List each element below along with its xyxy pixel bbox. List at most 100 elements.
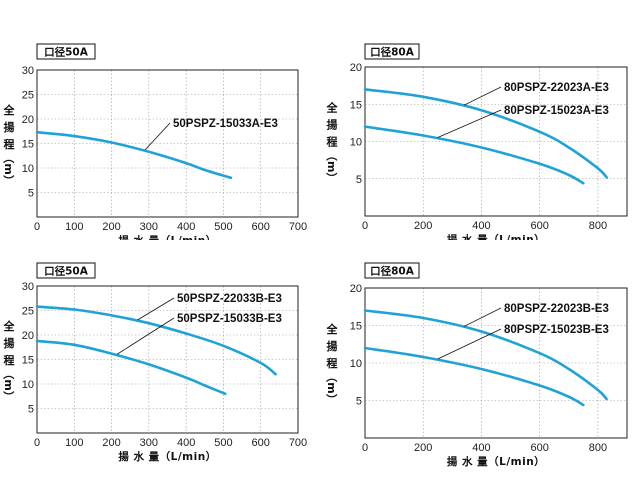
plot-frame (364, 287, 628, 439)
y-axis-label-char: 全 (326, 322, 339, 336)
series-leader-line (463, 86, 502, 106)
y-axis-label-char: 程 (327, 356, 338, 370)
x-tick-label: 500 (214, 221, 232, 233)
y-axis-label-char: 程 (4, 353, 15, 367)
chart-panel-3: 口径50A 0 100 200 300 400 500 600 700 5 10 15 20 25 30 揚 … (0, 240, 320, 480)
series-line (363, 88, 608, 179)
series-line (35, 130, 233, 180)
x-tick-label: 600 (530, 442, 548, 454)
y-tick-label: 5 (356, 174, 362, 186)
chart-80a-a: 口径80A 0 200 400 600 800 5 10 15 20 揚 水 量（L/min） 全揚程… (325, 43, 628, 240)
series-label: 80PSPZ-15023B-E3 (504, 324, 609, 336)
series-label: 80PSPZ-22023B-E3 (504, 303, 609, 315)
y-axis-label-unit: （m） (325, 150, 338, 183)
y-axis-label-unit: （m） (2, 152, 15, 185)
chart-panel-1: 口径50A 0 100 200 300 400 500 600 700 5 10 15 20 25 30 揚 … (0, 0, 320, 240)
chart-title: 口径80A (370, 265, 415, 278)
x-tick-label: 600 (252, 221, 270, 233)
x-tick-label: 0 (362, 442, 368, 454)
series-leader-line (437, 109, 502, 138)
chart-50a-a: 口径50A 0 100 200 300 400 500 600 700 5 10 15 20 25 30 揚 … (2, 43, 307, 240)
chart-panel-4: 口径80A 0 200 400 600 800 5 10 15 20 揚 水 量（L/min） 全揚程… (320, 240, 640, 480)
x-tick-label: 400 (472, 442, 490, 454)
y-tick-label: 15 (350, 321, 362, 333)
y-tick-label: 5 (28, 188, 34, 200)
series-line (363, 346, 585, 407)
chart-title: 口径80A (370, 46, 415, 59)
title-badge-frame (364, 43, 420, 60)
x-axis-label: 揚 水 量（L/min） (118, 234, 216, 240)
y-tick-label: 5 (28, 404, 34, 416)
series-label: 50PSPZ-15033A-E3 (173, 118, 278, 130)
x-tick-label: 700 (289, 221, 307, 233)
x-axis-label: 揚 水 量（L/min） (118, 450, 216, 463)
chart-50a-b: 口径50A 0 100 200 300 400 500 600 700 5 10 15 20 25 30 揚 … (2, 262, 307, 463)
series-leader-line (137, 297, 175, 321)
y-tick-label: 30 (22, 65, 34, 77)
y-tick-label: 10 (350, 137, 362, 149)
y-axis-label-char: 揚 (4, 120, 15, 134)
x-tick-label: 100 (65, 221, 83, 233)
y-axis-label-char: 全 (3, 103, 16, 117)
x-tick-label: 800 (589, 220, 607, 232)
title-badge: 口径50A (36, 262, 96, 279)
x-tick-label: 800 (589, 442, 607, 454)
y-axis-label-unit: （m） (325, 371, 338, 404)
y-tick-label: 25 (22, 90, 34, 102)
y-tick-label: 5 (356, 396, 362, 408)
x-tick-label: 200 (102, 437, 120, 449)
series-leader-line (437, 328, 502, 360)
chart-title: 口径50A (44, 265, 89, 278)
y-axis-label-char: 程 (327, 135, 338, 149)
y-tick-label: 20 (22, 114, 34, 126)
y-axis-unit-text: （m） (2, 152, 15, 185)
title-badge-frame (36, 262, 96, 279)
y-tick-label: 10 (22, 379, 34, 391)
title-badge-frame (36, 43, 96, 60)
y-axis-unit-text: （m） (325, 371, 338, 404)
plot-frame (364, 66, 628, 217)
y-axis-label-char: 全 (3, 319, 16, 333)
x-tick-label: 400 (177, 437, 195, 449)
y-tick-label: 25 (22, 306, 34, 318)
x-axis-label: 揚 水 量（L/min） (447, 455, 545, 468)
series-label: 50PSPZ-15033B-E3 (177, 313, 282, 325)
x-tick-label: 600 (530, 220, 548, 232)
y-axis-label-char: 全 (326, 101, 339, 115)
x-tick-label: 200 (414, 442, 432, 454)
y-axis-label-char: 揚 (327, 339, 338, 353)
series-line (363, 309, 608, 401)
series-leader-line (144, 122, 171, 151)
y-tick-label: 20 (22, 330, 34, 342)
x-tick-label: 400 (472, 220, 490, 232)
series-leader-line (116, 317, 175, 355)
y-tick-label: 30 (22, 281, 34, 293)
plot-frame (36, 285, 299, 434)
title-badge-frame (364, 262, 420, 279)
x-tick-label: 400 (177, 221, 195, 233)
series-leader-line (463, 307, 502, 327)
chart-80a-b: 口径80A 0 200 400 600 800 5 10 15 20 揚 水 量（L/min） 全揚程… (325, 262, 628, 468)
chart-panel-2: 口径80A 0 200 400 600 800 5 10 15 20 揚 水 量（L/min） 全揚程… (320, 0, 640, 240)
title-badge: 口径80A (364, 43, 420, 60)
y-axis-unit-text: （m） (2, 368, 15, 401)
x-tick-label: 200 (414, 220, 432, 232)
chart-title: 口径50A (44, 46, 89, 59)
y-tick-label: 10 (22, 163, 34, 175)
y-tick-label: 20 (350, 62, 362, 74)
y-axis-label-unit: （m） (2, 368, 15, 401)
series-line (35, 305, 277, 376)
y-tick-label: 20 (350, 283, 362, 295)
x-tick-label: 0 (362, 220, 368, 232)
x-tick-label: 700 (289, 437, 307, 449)
x-tick-label: 300 (140, 437, 158, 449)
y-tick-label: 15 (22, 139, 34, 151)
x-tick-label: 600 (252, 437, 270, 449)
y-tick-label: 15 (350, 99, 362, 111)
series-line (363, 125, 585, 185)
y-tick-label: 10 (350, 358, 362, 370)
y-axis-label-char: 揚 (4, 336, 15, 350)
series-label: 50PSPZ-22033B-E3 (177, 293, 282, 305)
series-label: 80PSPZ-22023A-E3 (504, 82, 609, 94)
x-tick-label: 300 (140, 221, 158, 233)
